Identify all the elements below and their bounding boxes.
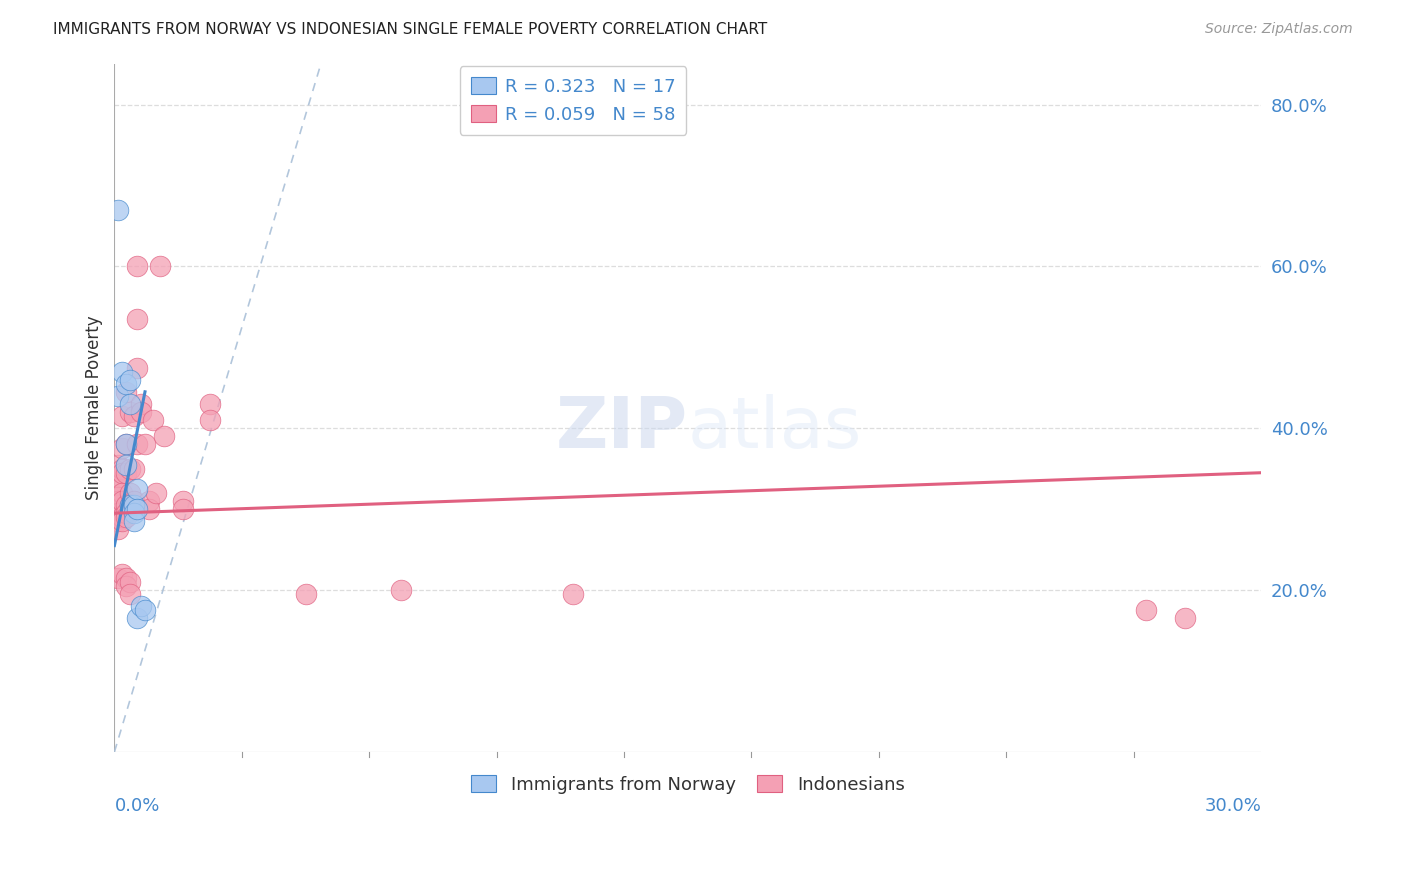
Legend: Immigrants from Norway, Indonesians: Immigrants from Norway, Indonesians [460, 764, 915, 805]
Text: atlas: atlas [688, 394, 862, 463]
Point [138, 502, 160, 516]
Point [198, 413, 221, 427]
Point [107, 494, 129, 508]
Text: Source: ZipAtlas.com: Source: ZipAtlas.com [1205, 22, 1353, 37]
Point [111, 365, 134, 379]
Point [129, 397, 152, 411]
Point [107, 202, 129, 217]
Point [389, 583, 412, 598]
Point [118, 405, 141, 419]
Point [111, 510, 134, 524]
Point [115, 376, 138, 391]
Point [107, 490, 129, 504]
Text: IMMIGRANTS FROM NORWAY VS INDONESIAN SINGLE FEMALE POVERTY CORRELATION CHART: IMMIGRANTS FROM NORWAY VS INDONESIAN SIN… [53, 22, 768, 37]
Point [115, 437, 138, 451]
Point [118, 587, 141, 601]
Point [107, 514, 129, 528]
Point [127, 437, 149, 451]
Point [111, 486, 134, 500]
Point [294, 587, 316, 601]
Point [172, 494, 194, 508]
Point [111, 466, 134, 480]
Point [172, 502, 194, 516]
Point [107, 389, 129, 403]
Point [115, 498, 138, 512]
Point [127, 260, 149, 274]
Point [122, 506, 145, 520]
Point [138, 494, 160, 508]
Point [145, 486, 167, 500]
Point [115, 466, 138, 480]
Point [115, 579, 138, 593]
Point [115, 458, 138, 472]
Point [149, 260, 172, 274]
Point [118, 498, 141, 512]
Point [1135, 603, 1157, 617]
Text: 0.0%: 0.0% [114, 797, 160, 814]
Point [107, 478, 129, 492]
Point [115, 506, 138, 520]
Point [122, 514, 145, 528]
Point [118, 574, 141, 589]
Point [127, 502, 149, 516]
Point [122, 461, 145, 475]
Point [134, 603, 156, 617]
Point [111, 409, 134, 423]
Point [107, 506, 129, 520]
Text: ZIP: ZIP [555, 394, 688, 463]
Point [115, 384, 138, 399]
Point [118, 486, 141, 500]
Point [115, 437, 138, 451]
Point [118, 397, 141, 411]
Point [129, 405, 152, 419]
Point [134, 437, 156, 451]
Point [127, 611, 149, 625]
Point [111, 514, 134, 528]
Y-axis label: Single Female Poverty: Single Female Poverty [86, 316, 103, 500]
Point [107, 498, 129, 512]
Point [111, 442, 134, 456]
Point [118, 498, 141, 512]
Point [107, 469, 129, 483]
Point [118, 461, 141, 475]
Point [122, 498, 145, 512]
Point [153, 429, 176, 443]
Point [562, 587, 585, 601]
Point [1174, 611, 1197, 625]
Point [129, 599, 152, 614]
Point [115, 510, 138, 524]
Point [122, 494, 145, 508]
Point [111, 566, 134, 581]
Point [198, 397, 221, 411]
Point [127, 312, 149, 326]
Point [127, 482, 149, 496]
Text: 30.0%: 30.0% [1205, 797, 1261, 814]
Point [107, 522, 129, 536]
Point [127, 360, 149, 375]
Point [142, 413, 165, 427]
Point [111, 461, 134, 475]
Point [107, 458, 129, 472]
Point [122, 409, 145, 423]
Point [111, 494, 134, 508]
Point [118, 373, 141, 387]
Point [107, 571, 129, 585]
Point [115, 571, 138, 585]
